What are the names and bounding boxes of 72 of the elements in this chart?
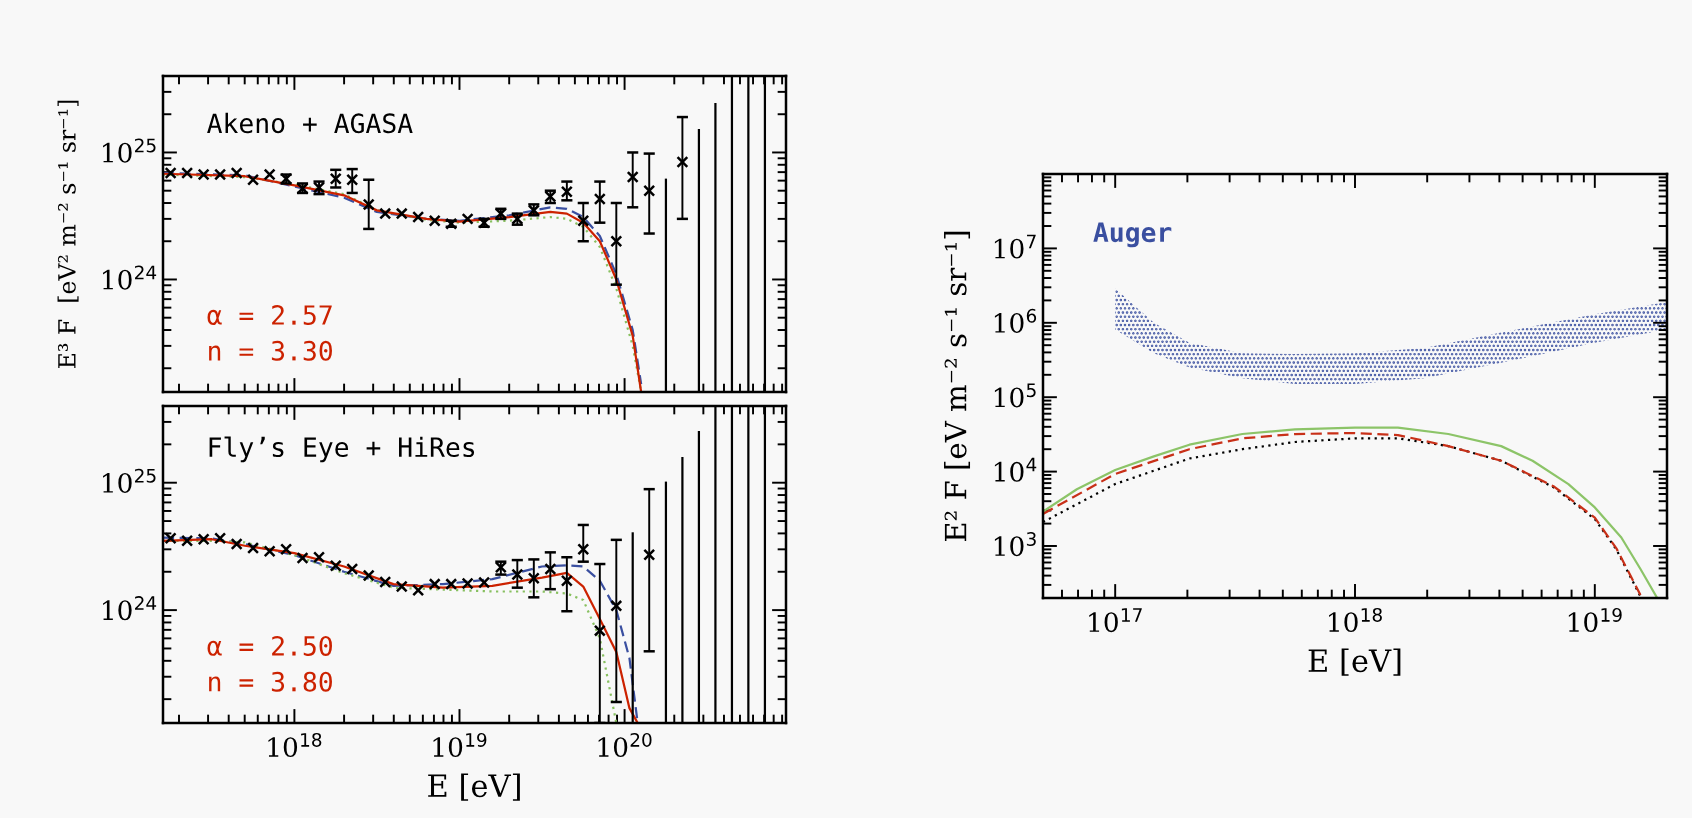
- point: [164, 166, 177, 180]
- point: [379, 207, 392, 220]
- point: [577, 214, 590, 227]
- point: [527, 572, 540, 585]
- legend-label: Auger: [1093, 222, 1172, 248]
- point: [214, 532, 227, 545]
- x-tick-label: 10$^{17}$: [1089, 608, 1142, 633]
- point: [296, 551, 309, 565]
- point: [181, 534, 194, 547]
- point: [164, 532, 177, 545]
- point: [412, 584, 425, 597]
- point: [346, 173, 359, 186]
- point: [478, 576, 491, 589]
- point: [560, 574, 573, 587]
- x-tick-label: 10$^{18}$: [1329, 607, 1382, 633]
- x-axis-title: E [eV]: [1308, 648, 1401, 676]
- point: [214, 168, 227, 181]
- point: [230, 166, 243, 180]
- point: [197, 533, 210, 546]
- point: [395, 580, 408, 593]
- point: [511, 568, 524, 581]
- point: [445, 577, 458, 591]
- point: [246, 173, 260, 186]
- point: [544, 562, 557, 576]
- point: [230, 537, 243, 551]
- point: [461, 577, 474, 590]
- point: [593, 192, 606, 206]
- point: [312, 551, 326, 564]
- point: [428, 214, 441, 227]
- point: [329, 172, 342, 185]
- point: [412, 210, 425, 224]
- point: [577, 543, 590, 556]
- x-axis-title: E [eV]: [428, 773, 520, 801]
- annotation: α = 2.50 n = 3.80: [207, 635, 332, 692]
- y-tick-label: 10$^{25}$: [103, 468, 156, 493]
- point: [593, 624, 606, 637]
- x-tick-label: 10$^{19}$: [433, 732, 487, 758]
- x-tick-label: 10$^{19}$: [1568, 607, 1622, 633]
- annotation: Fly’s Eye + HiRes: [209, 436, 475, 463]
- point: [428, 577, 441, 591]
- y-axis-title: E³ F [eV² m⁻² s⁻¹ sr⁻¹]: [57, 100, 79, 369]
- x-tick-label: 10$^{18}$: [268, 732, 322, 758]
- y-tick-label: 10$^{24}$: [103, 596, 157, 621]
- point: [461, 212, 474, 225]
- point: [379, 575, 392, 589]
- point: [560, 185, 573, 198]
- point: [362, 198, 375, 211]
- point: [346, 562, 359, 576]
- point: [263, 168, 276, 181]
- annotation: α = 2.57 n = 3.30: [207, 305, 332, 361]
- point: [329, 559, 342, 572]
- y-tick-label: 10$^{25}$: [103, 138, 156, 163]
- y-tick-label: 10$^{24}$: [103, 265, 157, 290]
- point: [280, 543, 293, 556]
- point: [610, 599, 623, 612]
- y-tick-label: 10$^{7}$: [994, 234, 1036, 259]
- point: [643, 184, 656, 197]
- point: [246, 541, 260, 555]
- point: [395, 207, 408, 220]
- point: [610, 235, 623, 248]
- y-axis-title: E² F [eV m⁻² s⁻¹ sr⁻¹]: [944, 231, 971, 542]
- y-tick-label: 10$^{4}$: [994, 457, 1037, 482]
- point: [362, 569, 375, 582]
- y-tick-label: 10$^{5}$: [994, 383, 1036, 408]
- annotation: Akeno + AGASA: [207, 112, 413, 134]
- point: [197, 168, 210, 181]
- y-tick-label: 10$^{3}$: [994, 532, 1036, 557]
- y-tick-label: 10$^{6}$: [994, 308, 1037, 333]
- point: [263, 545, 276, 558]
- point: [626, 170, 639, 184]
- x-tick-label: 10$^{20}$: [598, 732, 652, 758]
- point: [181, 166, 194, 180]
